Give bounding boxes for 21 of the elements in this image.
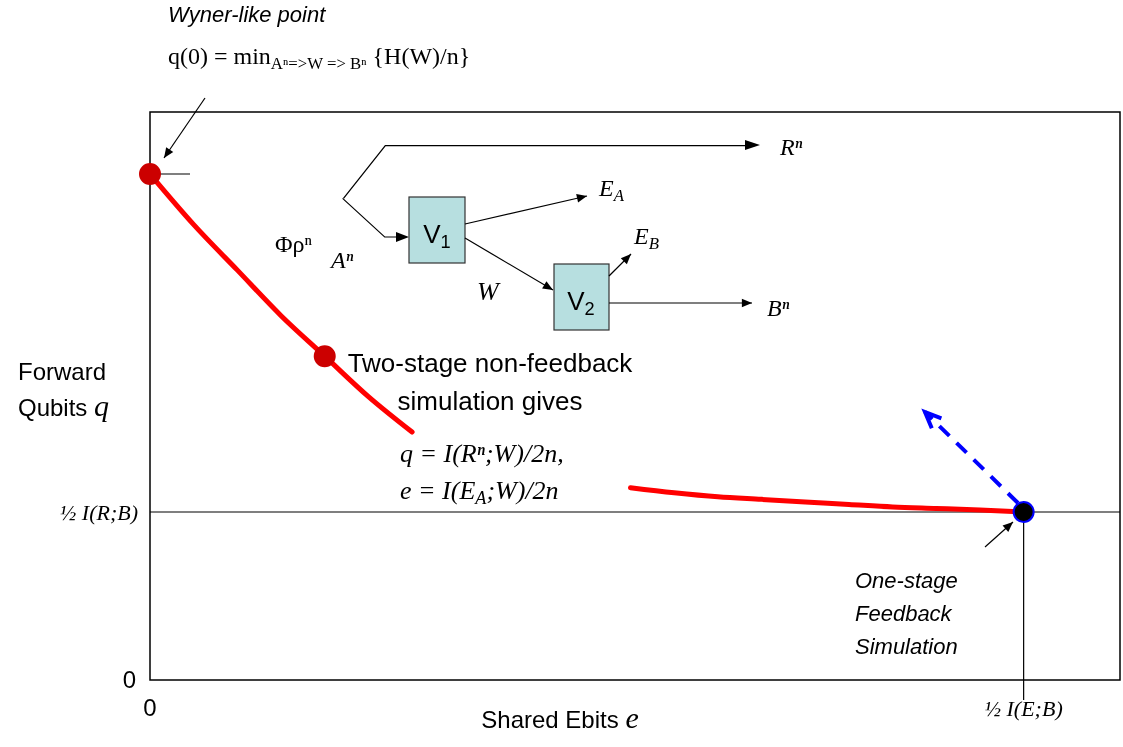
text: Wyner-like point xyxy=(168,2,327,27)
annotation: E$_{A}$ xyxy=(598,175,625,206)
y-axis-title: Forward Qubits q xyxy=(18,358,110,422)
annotation: e = I(E$_{A}$;W)/2n xyxy=(400,476,559,509)
text: q(0) = min$_{Aⁿ=>W => Bⁿ}$ {H(W)/n} xyxy=(168,43,471,74)
annotation: E$_{B}$ xyxy=(633,223,659,254)
x-tick-label: ½ I(E;B) xyxy=(984,696,1063,721)
annotation: Φρⁿ xyxy=(275,231,313,257)
text: 0 xyxy=(122,666,136,693)
annotation: Bⁿ xyxy=(767,295,790,321)
annotation: W xyxy=(477,277,501,306)
annotation: V$_{2}$ xyxy=(567,286,595,320)
annotation: Aⁿ xyxy=(329,247,354,273)
text: Rⁿ xyxy=(779,134,803,160)
ref-line-label: ½ I(R;B) xyxy=(59,499,138,525)
annotation: simulation gives xyxy=(397,386,583,416)
annotation: Two-stage non-feedback xyxy=(347,348,634,378)
annotation: One-stage Feedback Simulation xyxy=(855,568,958,659)
annotation: q = I(Rⁿ;W)/2n, xyxy=(400,439,564,468)
annotation: V$_{1}$ xyxy=(423,219,451,253)
x-axis-title: Shared Ebits e xyxy=(481,701,639,734)
